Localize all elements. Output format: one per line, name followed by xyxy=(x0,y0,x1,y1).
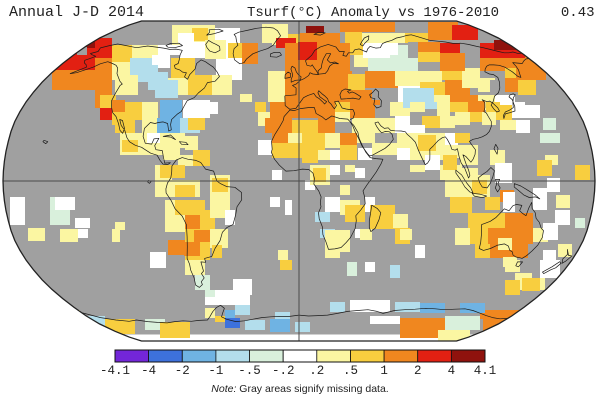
svg-text:.5: .5 xyxy=(343,364,358,378)
svg-text:2: 2 xyxy=(414,364,422,378)
svg-text:.2: .2 xyxy=(309,364,324,378)
svg-text:-4.1: -4.1 xyxy=(100,364,130,378)
svg-text:-.2: -.2 xyxy=(272,364,295,378)
svg-text:Tsurf(°C) Anomaly vs 1976-2010: Tsurf(°C) Anomaly vs 1976-2010 xyxy=(247,5,499,21)
svg-text:Note: Gray areas signify missi: Note: Gray areas signify missing data. xyxy=(211,383,388,395)
svg-text:0.43: 0.43 xyxy=(561,5,595,21)
svg-text:-4: -4 xyxy=(141,364,156,378)
svg-text:-1: -1 xyxy=(208,364,223,378)
svg-text:4.1: 4.1 xyxy=(474,364,497,378)
svg-text:4: 4 xyxy=(448,364,456,378)
svg-text:-.5: -.5 xyxy=(238,364,261,378)
svg-text:Annual J-D 2014: Annual J-D 2014 xyxy=(9,4,144,21)
svg-text:1: 1 xyxy=(380,364,388,378)
svg-text:-2: -2 xyxy=(175,364,190,378)
